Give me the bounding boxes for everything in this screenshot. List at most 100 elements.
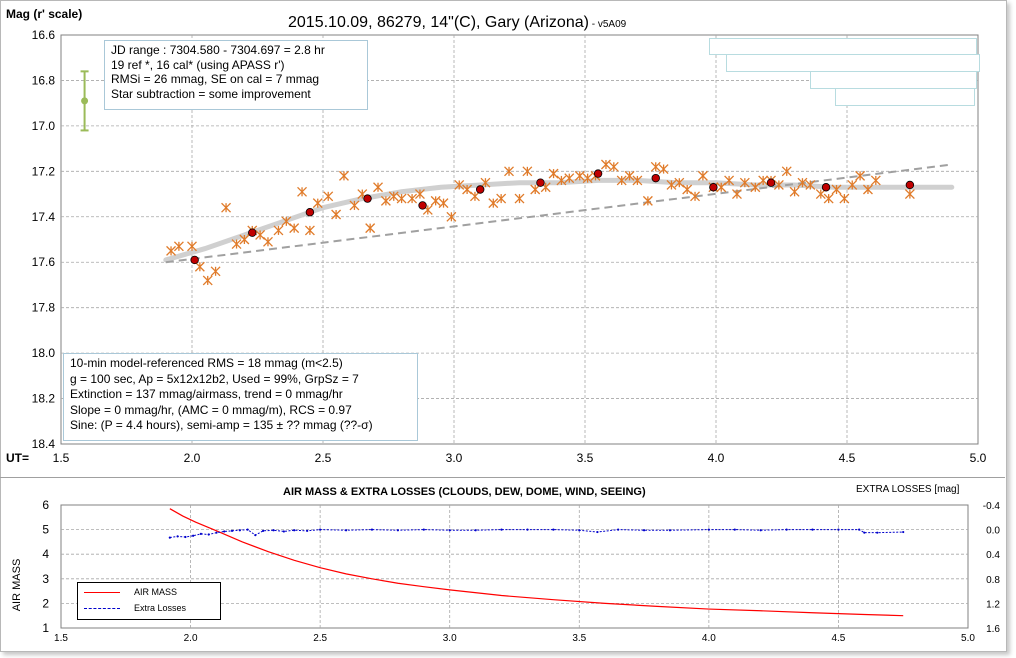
extra-losses-point (184, 535, 187, 539)
info-bottom-line-1: 10-min model-referenced RMS = 18 mmag (m… (70, 356, 343, 370)
observation-point (488, 198, 499, 209)
main-ytick-label: 17.8 (32, 301, 56, 315)
main-title-suffix: - v5A09 (589, 19, 627, 30)
observation-point (221, 202, 232, 213)
extra-losses-point (811, 528, 814, 531)
observation-point (173, 241, 184, 252)
lower-xtick-label: 1.5 (54, 633, 68, 644)
legend-placeholder-2 (726, 54, 980, 72)
observation-point (831, 184, 842, 195)
extra-losses-point (282, 530, 285, 533)
extra-losses-point (192, 534, 195, 537)
extra-losses-point (902, 530, 905, 534)
main-y-axis-label: Mag (r' scale) (6, 7, 82, 21)
extra-losses-point (858, 528, 861, 531)
observation-point (863, 184, 873, 195)
observation-point (304, 225, 315, 236)
group-average-point (766, 178, 776, 187)
observation-point (454, 180, 465, 190)
lower-y2tick-label: 0.8 (986, 575, 1000, 586)
legend-item-extra: Extra Losses (78, 601, 218, 617)
observation-point (339, 170, 349, 181)
observation-point (674, 177, 685, 188)
extra-losses-point (642, 529, 646, 532)
observation-point (281, 216, 292, 227)
main-xtick-label: 3.0 (446, 451, 463, 465)
group-average-point (593, 169, 603, 178)
info-top-line-1: JD range : 7304.580 - 7304.697 = 2.8 hr (111, 43, 325, 57)
extra-losses-point (668, 529, 672, 532)
observation-point (789, 186, 800, 197)
extra-losses-point (707, 528, 710, 531)
observation-point (758, 175, 769, 186)
trend-dashed-line (165, 163, 952, 264)
lower-y2tick-label: 0.0 (986, 526, 1000, 537)
observation-point (815, 189, 826, 200)
extra-losses-point (500, 528, 503, 531)
observation-point (202, 275, 213, 286)
extra-losses-point (370, 528, 374, 531)
observation-point (438, 198, 449, 209)
airmass-polyline (169, 508, 904, 617)
main-ytick-label: 17.2 (32, 164, 56, 178)
observation-point (773, 180, 784, 190)
observation-point (724, 175, 735, 186)
extra-losses-point (617, 528, 620, 531)
lower-y2tick-label: 1.2 (986, 599, 1000, 610)
lower-xtick-label: 5.0 (961, 633, 975, 644)
extra-losses-point (238, 529, 241, 532)
observation-point (870, 175, 881, 186)
lower-xtick-label: 3.5 (572, 633, 586, 644)
group-average-point (709, 183, 718, 192)
observation-point (716, 182, 727, 193)
observation-point (839, 193, 850, 204)
group-average-point (651, 173, 660, 183)
extra-losses-point (168, 536, 171, 539)
observation-point (470, 191, 480, 202)
extra-losses-point (306, 529, 309, 532)
observation-point (564, 173, 575, 184)
observation-point (388, 191, 399, 202)
legend-label-extra: Extra Losses (134, 603, 187, 613)
extra-losses-point (552, 528, 555, 531)
observation-point (462, 184, 473, 195)
main-xtick-label: 5.0 (970, 451, 987, 465)
observation-point (273, 225, 284, 236)
extra-losses-point (422, 528, 425, 531)
extra-losses-line (168, 528, 905, 539)
error-bar-point (81, 97, 89, 105)
main-xtick-label: 1.5 (53, 451, 70, 465)
main-chart-title: 2015.10.09, 86279, 14"(C), Gary (Arizona… (288, 14, 627, 31)
observation-points (166, 159, 915, 286)
extra-losses-polyline (169, 529, 904, 539)
group-average-point (363, 194, 372, 203)
main-title-text: 2015.10.09, 86279, 14"(C), Gary (Arizona… (288, 14, 589, 31)
info-top-line-3: RMSi = 26 mmag, SE on cal = 7 mmag (111, 72, 320, 86)
extra-losses-point (230, 529, 234, 532)
observation-point (582, 173, 593, 184)
observation-point (601, 159, 611, 170)
observation-point (396, 193, 407, 204)
observation-point (496, 193, 507, 204)
extra-losses-point (396, 529, 399, 532)
main-ytick-label: 17.0 (32, 119, 56, 133)
extra-losses-point (759, 529, 762, 532)
observation-point (430, 195, 441, 206)
extra-losses-point (526, 528, 529, 531)
observation-point (781, 166, 792, 177)
observation-point (380, 195, 391, 206)
lower-y2tick-label: 1.6 (986, 624, 1000, 635)
observation-point (797, 177, 808, 188)
group-average-point (248, 228, 257, 237)
legend-label-airmass: AIR MASS (134, 587, 178, 597)
observation-point (187, 241, 197, 252)
observation-point (514, 193, 525, 204)
observation-point (255, 229, 266, 240)
observation-point (480, 177, 491, 188)
extra-losses-point (837, 528, 840, 531)
extra-losses-point (223, 530, 226, 533)
extra-losses-point (578, 529, 581, 532)
extra-losses-point (215, 531, 218, 534)
lower-y2tick-label: 0.4 (986, 550, 1000, 561)
extra-losses-point (176, 535, 179, 538)
